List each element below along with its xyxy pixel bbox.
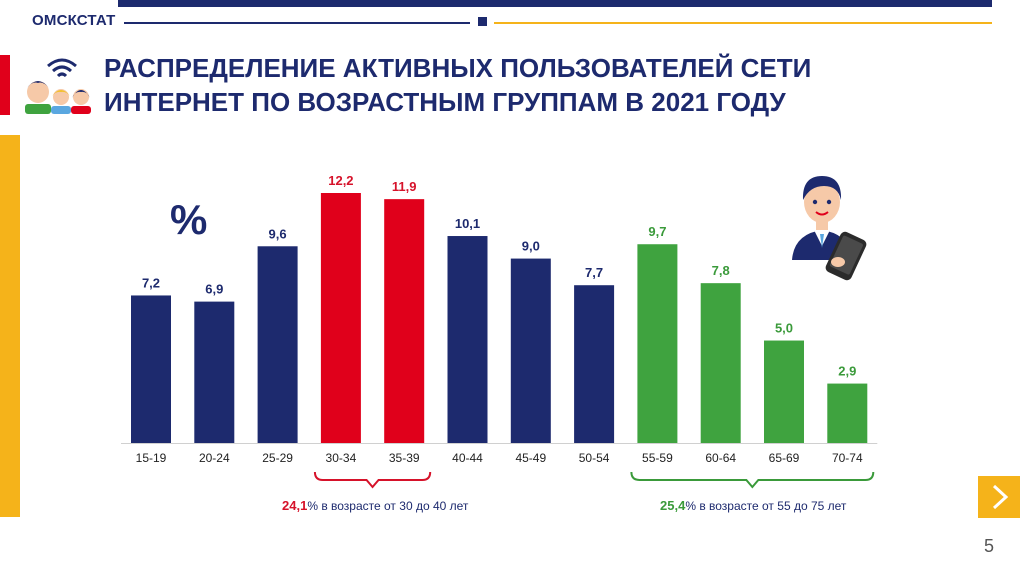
yellow-side-bar (0, 135, 20, 517)
tick-label-40-44: 40-44 (452, 451, 483, 465)
value-label-50-54: 7,7 (585, 265, 603, 280)
value-label-30-34: 12,2 (328, 173, 353, 188)
bracket-55-75 (630, 471, 875, 489)
bar-20-24 (194, 301, 235, 443)
annotation-30-40: 24,1% в возрасте от 30 до 40 лет (282, 498, 468, 513)
annotation-55-75: 25,4% в возрасте от 55 до 75 лет (660, 498, 846, 513)
tick-label-60-64: 60-64 (705, 451, 736, 465)
next-slide-button[interactable] (978, 476, 1020, 518)
page-number: 5 (984, 536, 995, 556)
tick-label-15-19: 15-19 (136, 451, 167, 465)
annotation-55-75-value: 25,4 (660, 498, 686, 513)
bar-60-64 (700, 283, 741, 443)
header-rule-square (478, 17, 487, 26)
value-label-60-64: 7,8 (712, 263, 730, 278)
header-rule-navy (124, 22, 470, 24)
value-label-40-44: 10,1 (455, 216, 480, 231)
annotation-30-40-value: 24,1 (282, 498, 308, 513)
tick-label-55-59: 55-59 (642, 451, 673, 465)
top-bar (118, 0, 992, 7)
tick-label-45-49: 45-49 (515, 451, 546, 465)
value-label-65-69: 5,0 (775, 321, 793, 336)
value-label-70-74: 2,9 (838, 364, 856, 379)
value-label-25-29: 9,6 (269, 226, 287, 241)
annotation-30-40-text: % в возрасте от 30 до 40 лет (307, 499, 469, 513)
bar-55-59 (637, 244, 678, 443)
unit-label: % (170, 196, 208, 243)
bar-35-39 (384, 199, 425, 443)
value-label-15-19: 7,2 (142, 275, 160, 290)
page-title: РАСПРЕДЕЛЕНИЕ АКТИВНЫХ ПОЛЬЗОВАТЕЛЕЙ СЕТ… (104, 51, 904, 119)
value-label-45-49: 9,0 (522, 239, 540, 254)
chevron-right-icon (992, 484, 1009, 510)
tick-label-50-54: 50-54 (579, 451, 610, 465)
value-label-20-24: 6,9 (205, 282, 223, 297)
tick-label-35-39: 35-39 (389, 451, 420, 465)
value-label-35-39: 11,9 (392, 179, 417, 194)
bar-50-54 (574, 285, 615, 443)
bar-40-44 (447, 236, 488, 443)
tick-label-70-74: 70-74 (832, 451, 863, 465)
tick-label-20-24: 20-24 (199, 451, 230, 465)
page-title-line-1: РАСПРЕДЕЛЕНИЕ АКТИВНЫХ ПОЛЬЗОВАТЕЛЕЙ СЕТ… (104, 53, 812, 83)
bracket-30-40 (313, 471, 432, 489)
bar-30-34 (320, 193, 361, 443)
bar-70-74 (827, 383, 868, 443)
page-title-line-2: ИНТЕРНЕТ ПО ВОЗРАСТНЫМ ГРУППАМ В 2021 ГО… (104, 87, 786, 117)
tick-label-25-29: 25-29 (262, 451, 293, 465)
tick-label-65-69: 65-69 (769, 451, 800, 465)
bar-65-69 (764, 340, 804, 443)
value-label-55-59: 9,7 (648, 224, 666, 239)
header-rule-yellow (494, 22, 992, 24)
tick-label-30-34: 30-34 (326, 451, 357, 465)
person-phone-icon (792, 176, 867, 281)
brand-logo-text: ОМСКСТАТ (32, 12, 116, 29)
red-accent-bar (0, 55, 10, 115)
bar-15-19 (131, 295, 171, 443)
annotation-55-75-text: % в возрасте от 55 до 75 лет (685, 499, 847, 513)
bar-45-49 (510, 258, 551, 443)
bar-25-29 (257, 246, 298, 443)
wifi-users-icon (25, 58, 91, 114)
